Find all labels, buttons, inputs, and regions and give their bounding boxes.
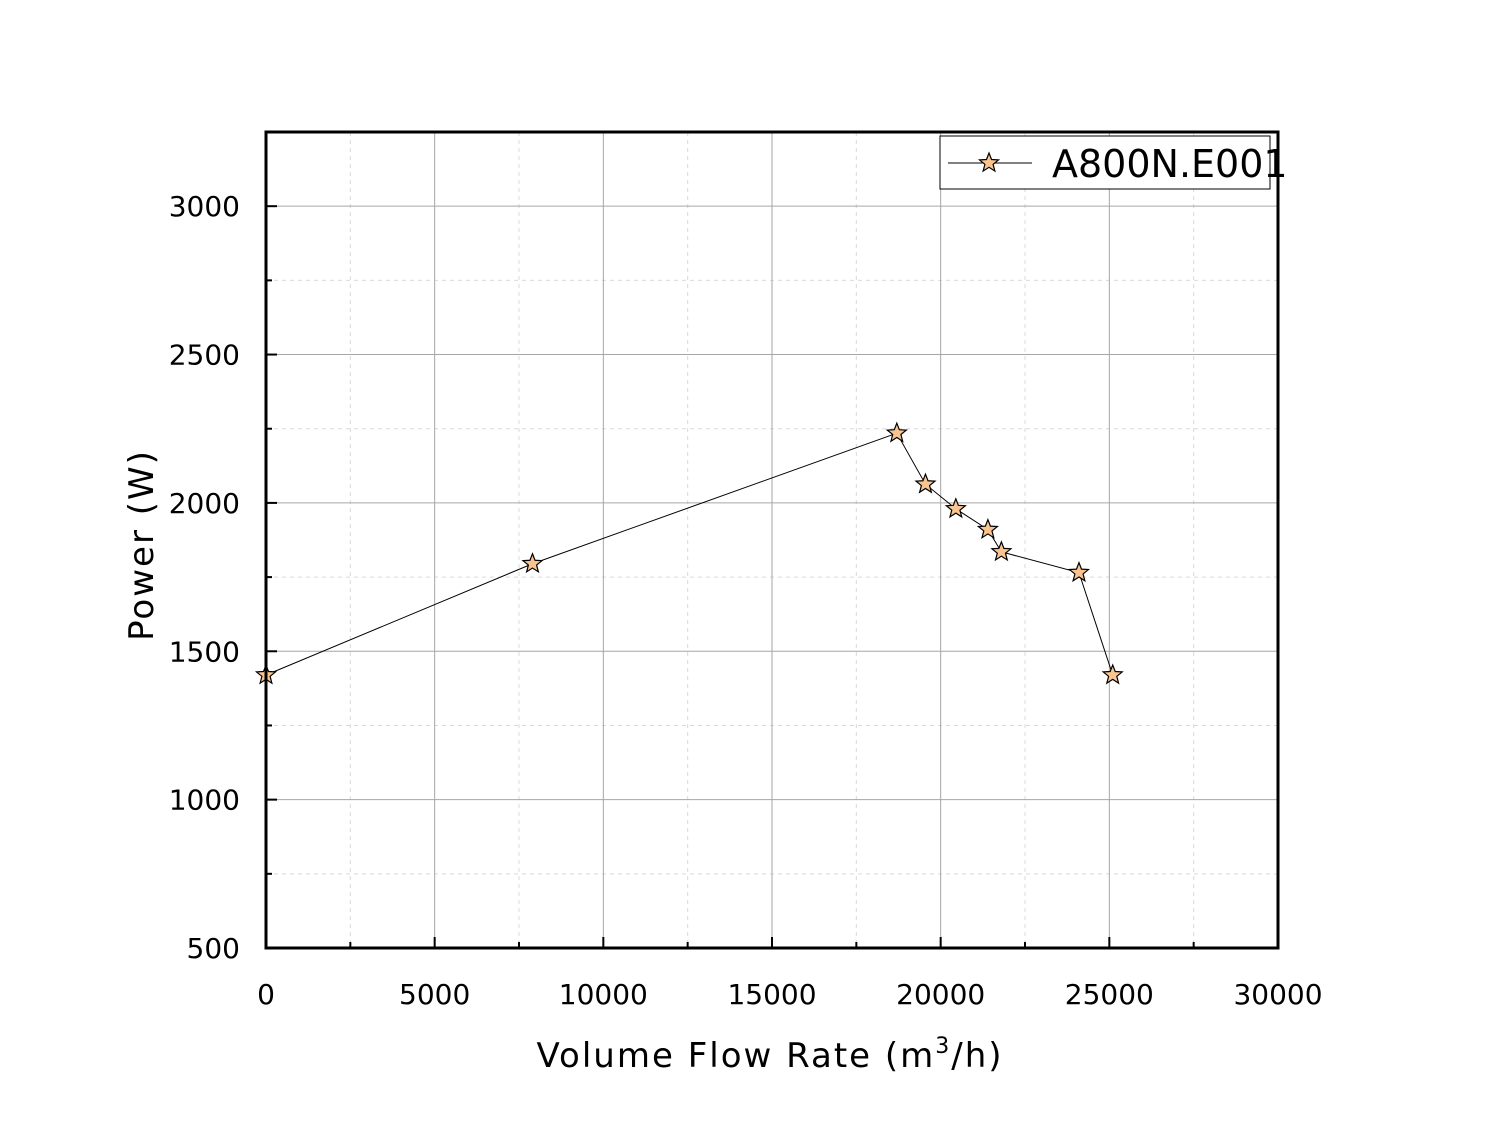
data-point-star xyxy=(914,472,937,494)
x-tick-label: 30000 xyxy=(1233,978,1322,1011)
x-axis-title-main: Volume Flow Rate (m xyxy=(536,1036,935,1076)
y-tick-label: 3000 xyxy=(169,190,240,223)
y-tick-labels: 500 1000 1500 2000 2500 3000 xyxy=(169,190,240,965)
data-point-star xyxy=(990,540,1013,562)
x-tick-label: 10000 xyxy=(559,978,648,1011)
x-axis-title-superscript: 3 xyxy=(935,1034,951,1059)
x-tick-label: 15000 xyxy=(727,978,816,1011)
data-point-star xyxy=(521,552,544,574)
x-axis-title: Volume Flow Rate (m3/h) xyxy=(536,1034,1003,1076)
data-point-star xyxy=(944,497,967,519)
legend-label: A800N.E001 xyxy=(1052,142,1288,186)
x-tick-label: 5000 xyxy=(399,978,470,1011)
legend-star-marker xyxy=(977,151,1001,173)
x-tick-label: 25000 xyxy=(1065,978,1154,1011)
x-tick-label: 20000 xyxy=(896,978,985,1011)
y-tick-label: 500 xyxy=(187,932,240,965)
y-tick-label: 1000 xyxy=(169,784,240,817)
data-point-star xyxy=(976,517,999,540)
x-tick-label: 0 xyxy=(257,978,275,1011)
legend[interactable]: A800N.E001 xyxy=(939,135,1288,190)
series-layer xyxy=(254,421,1124,685)
axis-ticks xyxy=(265,205,1279,949)
x-axis-title-end: /h) xyxy=(951,1036,1003,1076)
y-tick-label: 1500 xyxy=(169,635,240,668)
x-tick-labels: 0 5000 10000 15000 20000 25000 30000 xyxy=(257,978,1322,1011)
data-point-star xyxy=(1101,663,1124,685)
y-tick-label: 2500 xyxy=(169,339,240,372)
y-tick-label: 2000 xyxy=(169,487,240,520)
data-point-star xyxy=(885,421,908,443)
major-gridlines xyxy=(266,132,1278,948)
data-point-star xyxy=(1067,560,1091,583)
y-axis-title: Power (W) xyxy=(122,449,162,641)
